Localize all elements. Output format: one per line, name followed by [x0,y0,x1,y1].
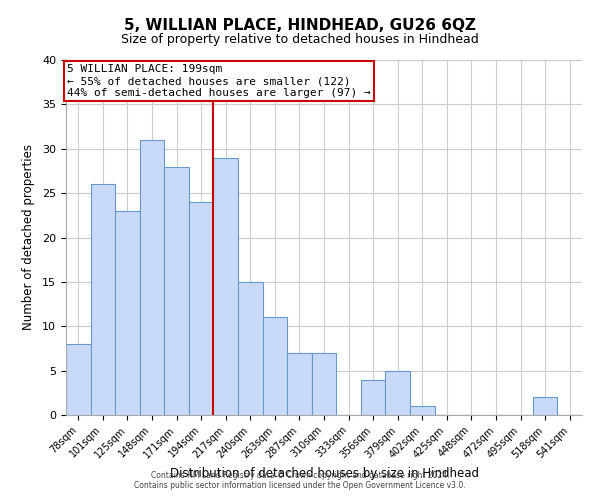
Bar [287,353,312,415]
Bar [238,282,263,415]
Bar [164,166,189,415]
Bar [115,211,140,415]
Bar [214,158,238,415]
Bar [91,184,115,415]
Text: Contains HM Land Registry data © Crown copyright and database right 2024.
Contai: Contains HM Land Registry data © Crown c… [134,470,466,490]
X-axis label: Distribution of detached houses by size in Hindhead: Distribution of detached houses by size … [170,466,479,479]
Bar [312,353,336,415]
Bar [140,140,164,415]
Text: Size of property relative to detached houses in Hindhead: Size of property relative to detached ho… [121,32,479,46]
Bar [533,397,557,415]
Y-axis label: Number of detached properties: Number of detached properties [22,144,35,330]
Bar [410,406,434,415]
Bar [263,318,287,415]
Bar [189,202,214,415]
Bar [385,370,410,415]
Text: 5 WILLIAN PLACE: 199sqm
← 55% of detached houses are smaller (122)
44% of semi-d: 5 WILLIAN PLACE: 199sqm ← 55% of detache… [67,64,371,98]
Bar [361,380,385,415]
Bar [66,344,91,415]
Text: 5, WILLIAN PLACE, HINDHEAD, GU26 6QZ: 5, WILLIAN PLACE, HINDHEAD, GU26 6QZ [124,18,476,32]
